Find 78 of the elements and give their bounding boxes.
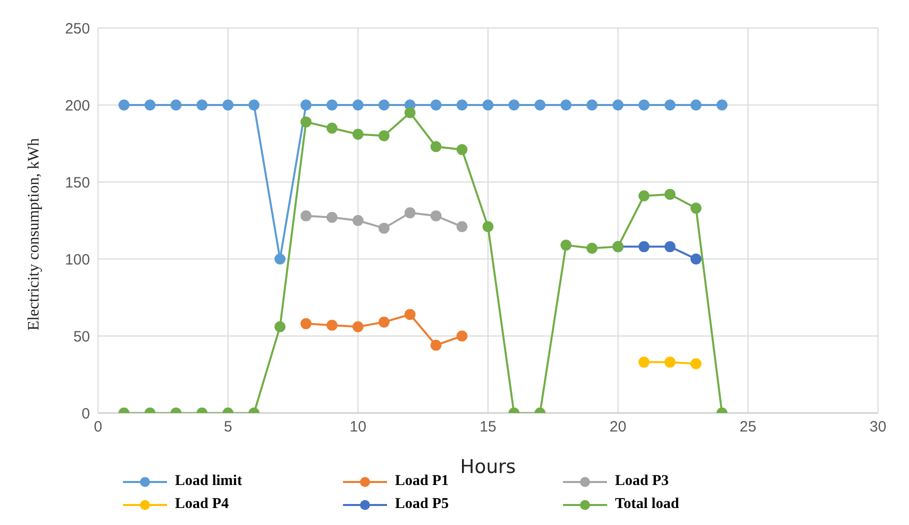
- y-tick-label: 100: [64, 251, 90, 268]
- point: [508, 100, 520, 110]
- point: [690, 254, 702, 264]
- point: [664, 241, 676, 252]
- point: [170, 100, 182, 110]
- point: [404, 308, 416, 320]
- point: [482, 100, 494, 110]
- point: [716, 100, 728, 110]
- point: [638, 100, 650, 110]
- y-tick-label: 50: [73, 328, 90, 346]
- point: [144, 100, 156, 110]
- point: [300, 210, 312, 222]
- legend-label: Load limit: [175, 473, 242, 490]
- point: [638, 241, 650, 252]
- point: [430, 340, 442, 351]
- point: [378, 222, 390, 234]
- point: [352, 321, 364, 332]
- point: [456, 100, 468, 110]
- legend-label: Load P4: [175, 496, 229, 513]
- legend-label: Load P3: [615, 473, 669, 490]
- point: [378, 130, 390, 142]
- point: [352, 215, 364, 226]
- point: [638, 356, 650, 368]
- point: [690, 358, 702, 370]
- point: [196, 100, 208, 110]
- point: [118, 100, 130, 110]
- point: [326, 122, 338, 134]
- point: [690, 100, 702, 110]
- point: [430, 100, 442, 110]
- point: [300, 318, 312, 330]
- point: [560, 100, 572, 110]
- point: [664, 100, 676, 110]
- point: [664, 188, 676, 200]
- y-axis-title: Electricity consumption, kWh: [26, 138, 43, 330]
- point: [430, 141, 442, 152]
- y-tick-label: 250: [64, 20, 90, 38]
- point: [430, 210, 442, 222]
- x-tick-label: 0: [94, 418, 102, 436]
- point: [456, 221, 468, 232]
- point: [352, 100, 364, 110]
- point: [456, 144, 468, 156]
- point: [586, 242, 598, 254]
- point: [664, 356, 676, 368]
- x-tick-label: 25: [740, 418, 756, 436]
- x-tick-label: 20: [610, 418, 626, 436]
- point: [274, 254, 286, 264]
- legend-label: Load P1: [395, 473, 449, 490]
- x-axis-title: Hours: [460, 456, 516, 478]
- point: [638, 190, 650, 202]
- point: [222, 100, 234, 110]
- point: [482, 221, 494, 232]
- x-tick-label: 10: [350, 418, 366, 436]
- y-tick-label: 200: [64, 97, 90, 114]
- point: [404, 207, 416, 218]
- point: [378, 100, 390, 110]
- legend-label: Total load: [615, 496, 680, 513]
- x-tick-label: 30: [870, 418, 886, 436]
- point: [612, 100, 624, 110]
- point: [326, 320, 338, 331]
- x-tick-label: 5: [224, 418, 232, 436]
- x-tick-label: 15: [480, 418, 496, 436]
- point: [352, 128, 364, 140]
- point: [560, 240, 572, 251]
- y-tick-label: 0: [82, 405, 90, 422]
- point: [456, 330, 468, 342]
- point: [326, 100, 338, 110]
- point: [586, 100, 598, 110]
- legend-label: Load P5: [395, 496, 449, 513]
- point: [326, 212, 338, 223]
- point: [534, 100, 546, 110]
- point: [274, 321, 286, 332]
- point: [690, 202, 702, 214]
- point: [378, 316, 390, 328]
- point: [300, 116, 312, 128]
- point: [404, 107, 416, 118]
- y-tick-label: 150: [64, 174, 90, 192]
- point: [300, 100, 312, 110]
- point: [248, 100, 260, 110]
